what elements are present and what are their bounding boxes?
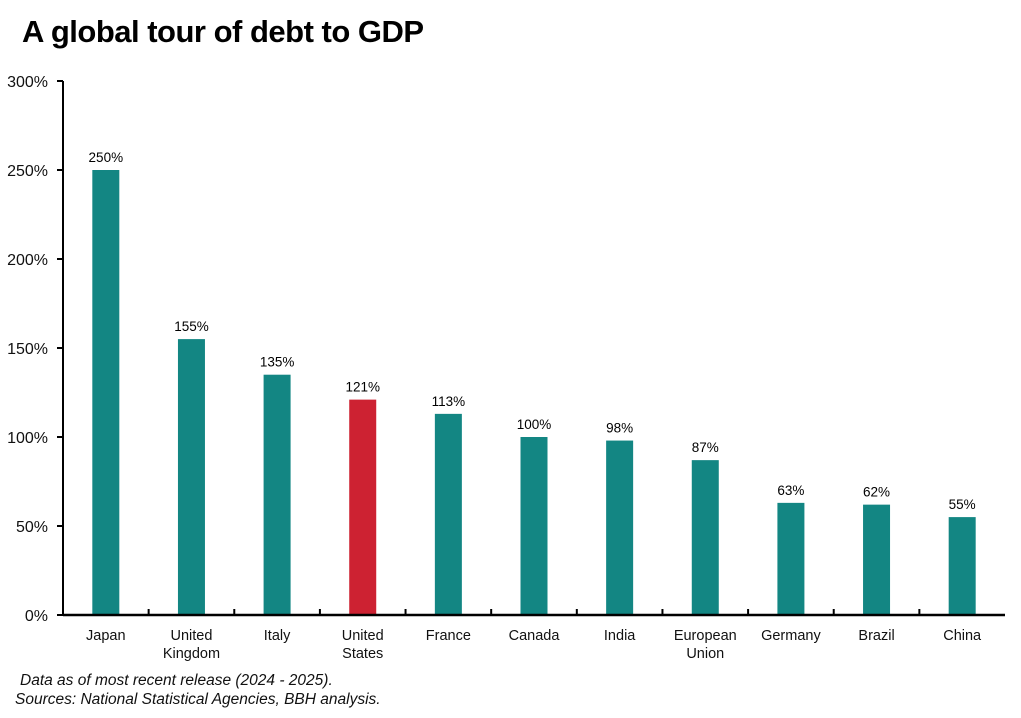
x-tick-label: Canada: [509, 628, 561, 644]
data-label: 113%: [432, 394, 466, 409]
bar: [349, 399, 377, 615]
data-label: 98%: [606, 421, 633, 436]
x-tick-label: United: [170, 628, 212, 644]
y-tick-label: 150%: [7, 341, 48, 358]
x-tick-label: States: [342, 646, 383, 662]
bar: [520, 437, 548, 615]
data-label: 250%: [89, 150, 124, 165]
footnote-sources: Sources: National Statistical Agencies, …: [15, 691, 381, 708]
bar: [948, 517, 976, 615]
x-tick-label: Brazil: [858, 628, 894, 644]
x-tick-label: Union: [686, 646, 724, 662]
bar: [92, 170, 120, 615]
x-tick-label: Italy: [264, 628, 291, 644]
y-tick-label: 300%: [7, 74, 48, 91]
chart-title: A global tour of debt to GDP: [22, 14, 424, 49]
bar: [691, 460, 719, 615]
bar: [263, 374, 291, 615]
bar: [863, 504, 891, 615]
footnote-data: Data as of most recent release (2024 - 2…: [20, 672, 333, 689]
data-label: 63%: [777, 483, 804, 498]
data-label: 87%: [692, 440, 719, 455]
x-tick-label: France: [426, 628, 471, 644]
y-tick-label: 200%: [7, 252, 48, 269]
x-tick-label: India: [604, 628, 636, 644]
x-tick-label: Germany: [761, 628, 821, 644]
data-label: 55%: [949, 497, 976, 512]
data-label: 62%: [863, 485, 890, 500]
x-tick-label: European: [674, 628, 737, 644]
data-label: 135%: [260, 355, 295, 370]
bar: [177, 339, 205, 615]
y-tick-label: 100%: [7, 430, 48, 447]
y-tick-label: 250%: [7, 163, 48, 180]
y-tick-label: 50%: [16, 519, 48, 536]
bar: [777, 502, 805, 615]
bar: [434, 413, 462, 615]
x-tick-label: Japan: [86, 628, 126, 644]
x-tick-label: United: [342, 628, 384, 644]
x-tick-label: Kingdom: [163, 646, 220, 662]
data-label: 100%: [517, 417, 552, 432]
data-label: 121%: [345, 380, 380, 395]
y-tick-label: 0%: [25, 608, 48, 625]
bar: [606, 440, 634, 615]
data-label: 155%: [174, 319, 209, 334]
x-tick-label: China: [943, 628, 982, 644]
